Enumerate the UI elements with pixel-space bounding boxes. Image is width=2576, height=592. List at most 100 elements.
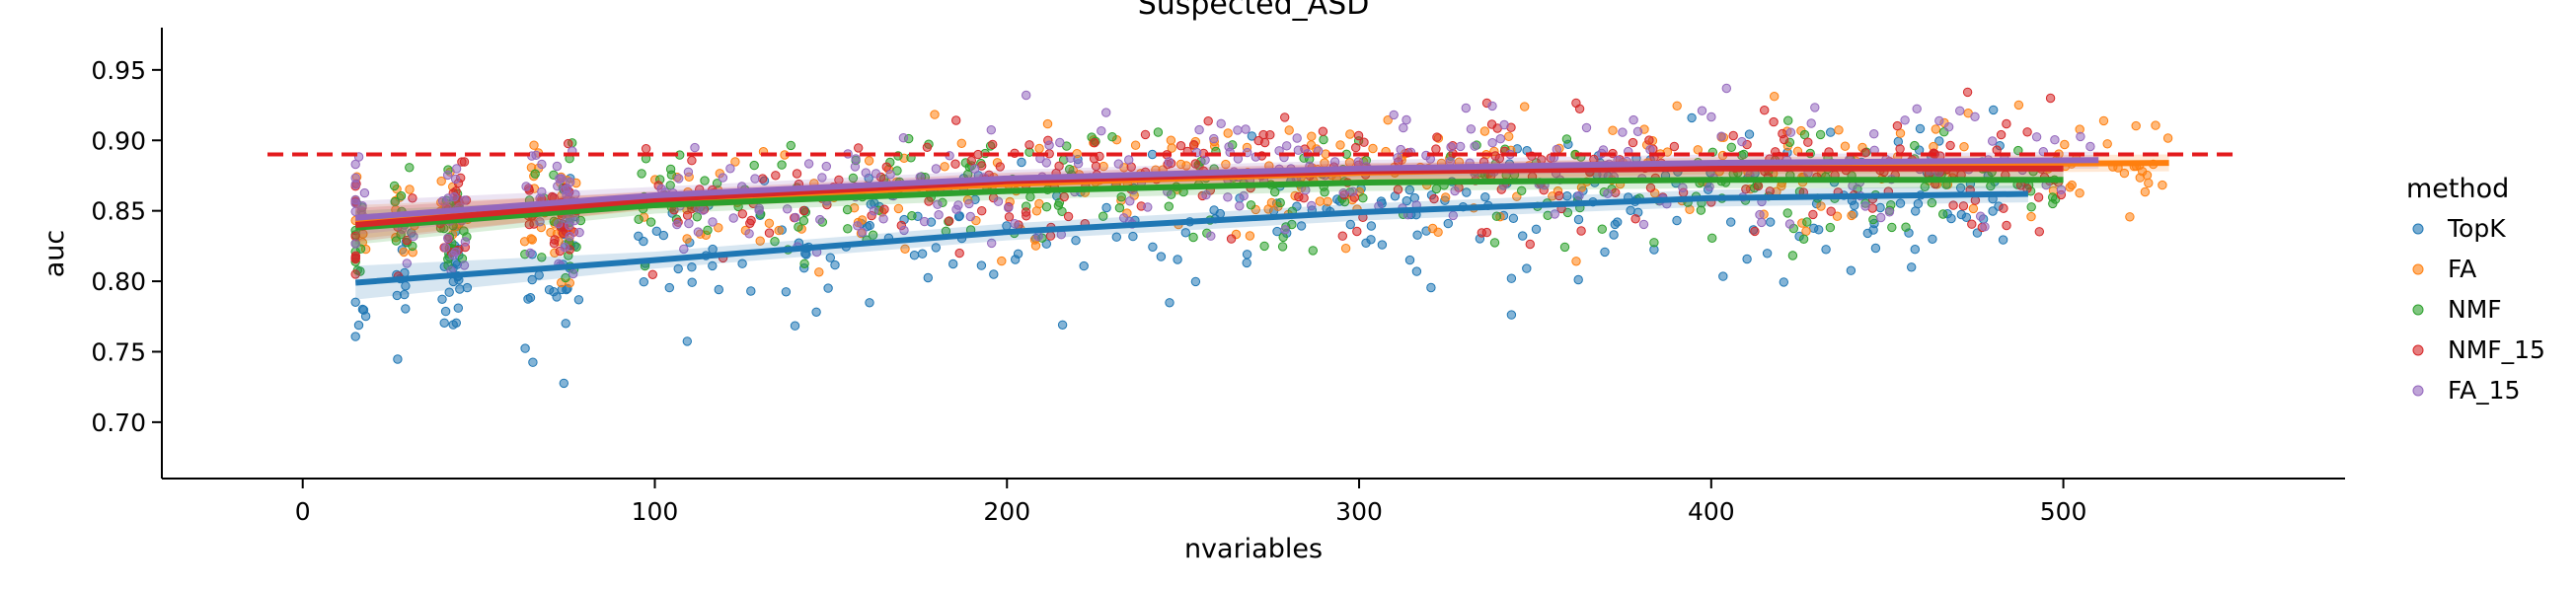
data-point [1573,274,1583,285]
data-point [950,159,960,169]
data-point [405,185,415,194]
data-point [359,187,370,198]
data-point [1432,132,1442,142]
data-point [814,267,824,277]
data-point [1825,222,1836,233]
data-point [1613,217,1623,227]
data-point [1456,141,1466,152]
data-point [1487,101,1497,111]
data-point [1697,106,1707,115]
data-point [1461,103,1472,113]
data-point [1495,134,1506,144]
data-point [1128,231,1138,242]
data-point [449,192,459,202]
data-point [2140,186,2151,197]
fit-line-nmf [355,177,2064,231]
data-point [1113,159,1124,169]
data-point [1672,215,1682,226]
data-point [357,304,368,315]
legend-title: method [2406,174,2509,204]
data-point [1999,203,2008,213]
data-point [350,297,360,307]
data-point [2125,212,2135,222]
data-point [923,272,933,283]
data-point [666,170,677,181]
chart-title: Suspected_ASD [1138,0,1370,22]
data-point [1280,112,1290,122]
data-point [1783,115,1793,125]
data-point [893,203,904,214]
data-point [987,238,997,249]
x-tick-label: 0 [295,497,311,526]
data-point [1059,191,1069,202]
data-point [1221,159,1231,170]
y-tick-label: 0.95 [91,56,146,85]
data-point [737,209,747,219]
data-point [1462,187,1472,197]
data-point [993,196,1004,206]
data-point [1576,226,1586,236]
data-point [687,262,697,272]
data-point [1206,231,1216,241]
data-point [692,212,702,222]
data-point [973,149,983,160]
data-point [907,211,917,221]
data-point [679,244,689,255]
data-point [871,169,881,179]
data-point [714,223,723,233]
data-point [1517,185,1527,196]
data-point [1787,251,1798,260]
data-point [1962,87,1973,98]
data-point [2026,211,2036,222]
data-point [718,173,728,183]
data-point [451,318,461,328]
data-point [1147,149,1158,160]
data-point [1672,101,1682,111]
data-point [1258,129,1268,140]
legend-marker [2412,385,2424,397]
data-point [746,286,756,296]
data-point [964,198,974,209]
data-point [1766,217,1776,227]
data-point [798,205,809,216]
data-point [1352,226,1362,237]
data-point [682,234,692,244]
data-point [1638,219,1649,230]
data-point [1181,161,1191,171]
data-point [1955,106,1965,116]
data-point [1868,214,1878,225]
data-point [1446,142,1456,152]
data-point [525,248,535,259]
data-point [528,357,538,367]
data-point [1520,102,1530,111]
data-point [1956,209,1967,220]
x-ticks: 0 100 200 300 400 500 [295,479,2086,526]
data-point [1486,119,1497,129]
data-point [552,292,562,302]
data-point [1450,185,1460,196]
data-point [460,195,470,205]
data-point [966,156,976,166]
data-point [1277,242,1288,252]
data-point [1389,110,1399,120]
data-point [1361,238,1371,249]
data-point [442,170,453,181]
data-point [1504,131,1514,142]
data-point [1189,140,1199,150]
data-point [1209,133,1219,144]
data-point [1359,137,1369,147]
data-point [1480,192,1490,202]
data-point [1114,203,1125,213]
data-point [1097,126,1106,136]
data-point [885,170,895,180]
data-point [1431,144,1441,154]
data-point [399,247,409,258]
data-point [1928,234,1937,245]
data-point [1726,217,1736,227]
data-point [1943,122,1954,132]
x-tick-label: 100 [632,497,679,526]
data-point [645,217,656,227]
data-point [1166,135,1176,145]
data-point [687,156,697,166]
